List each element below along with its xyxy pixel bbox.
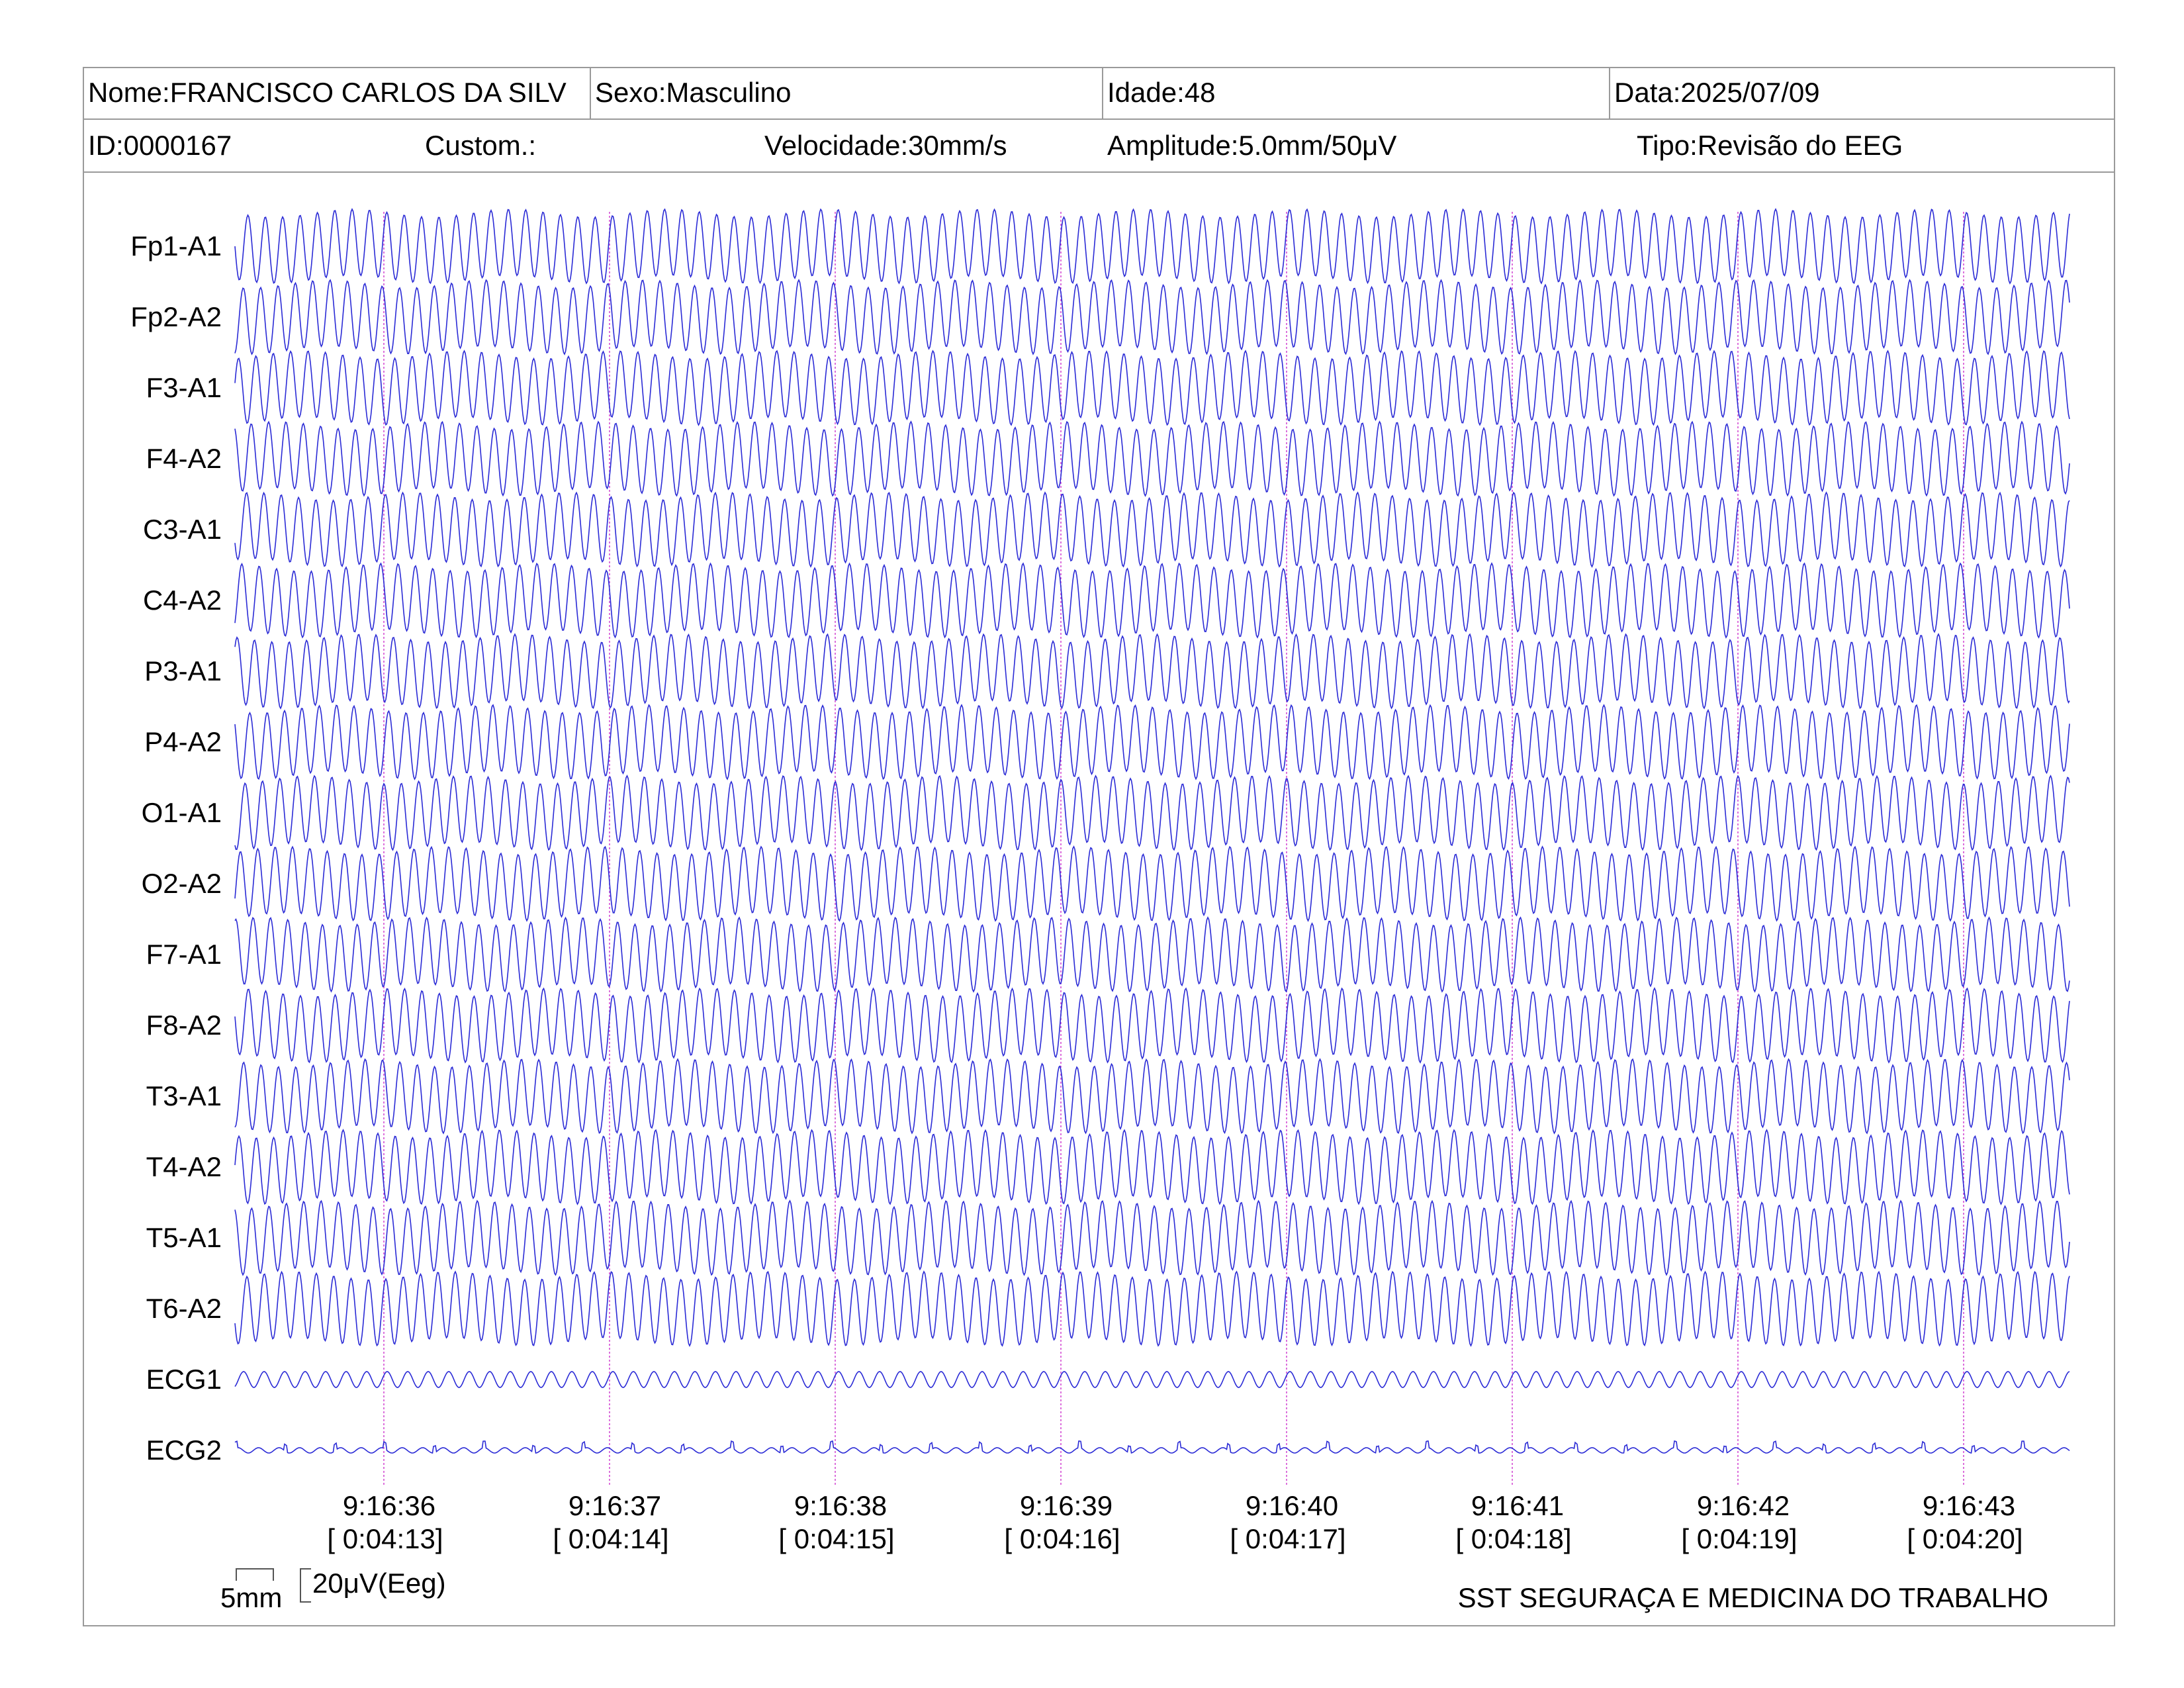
marker-elapsed: [ 0:04:17] [1230, 1523, 1346, 1554]
trace-p4-a2 [234, 704, 2070, 780]
channel-label: T6-A2 [146, 1293, 222, 1324]
channel-label: T4-A2 [146, 1151, 222, 1182]
trace-c4-a2 [234, 562, 2070, 639]
amplitude-setting: Amplitude:5.0mm/50μV [1107, 130, 1397, 161]
speed-setting: Velocidade:30mm/s [764, 130, 1007, 161]
trace-f4-a2 [234, 420, 2070, 497]
marker-elapsed: [ 0:04:19] [1681, 1523, 1797, 1554]
channel-label: F4-A2 [146, 443, 222, 474]
time-scale-label: 5mm [220, 1582, 283, 1613]
header-divider [590, 67, 591, 118]
channel-label: T3-A1 [146, 1080, 222, 1111]
marker-time: 9:16:38 [794, 1490, 887, 1521]
channel-label: C4-A2 [142, 585, 222, 616]
trace-ecg2 [234, 1440, 2070, 1454]
trace-o1-a1 [234, 774, 2070, 851]
marker-elapsed: [ 0:04:18] [1455, 1523, 1572, 1554]
header-row-recording: ID:0000167 Custom.: Velocidade:30mm/s Am… [83, 120, 2115, 173]
marker-elapsed: [ 0:04:15] [778, 1523, 895, 1554]
trace-f8-a2 [234, 987, 2070, 1064]
trace-t3-a1 [234, 1058, 2070, 1135]
channel-label: O1-A1 [141, 797, 222, 828]
channel-label: Fp2-A2 [130, 301, 222, 332]
marker-elapsed: [ 0:04:16] [1004, 1523, 1120, 1554]
trace-fp1-a1 [234, 208, 2070, 285]
marker-time: 9:16:39 [1019, 1490, 1113, 1521]
patient-age: Idade:48 [1107, 77, 1216, 108]
channel-label: ECG2 [146, 1434, 222, 1466]
trace-t4-a2 [234, 1129, 2070, 1205]
header-divider [1102, 67, 1103, 118]
marker-time: 9:16:40 [1245, 1490, 1339, 1521]
marker-time: 9:16:41 [1471, 1490, 1565, 1521]
report-frame [83, 67, 2115, 1626]
channel-label: C3-A1 [142, 514, 222, 545]
trace-o2-a2 [234, 845, 2070, 922]
channel-label: O2-A2 [141, 868, 222, 899]
marker-elapsed: [ 0:04:14] [553, 1523, 669, 1554]
amplitude-scale-bracket [300, 1568, 311, 1603]
trace-fp2-a2 [234, 279, 2070, 355]
trace-t6-a2 [234, 1270, 2070, 1347]
custom-field: Custom.: [425, 130, 537, 161]
channel-label: P4-A2 [144, 726, 222, 757]
channel-label: F7-A1 [146, 939, 222, 970]
trace-f7-a1 [234, 916, 2070, 993]
channel-label: P3-A1 [144, 655, 222, 686]
header-row-patient: Nome:FRANCISCO CARLOS DA SILV Sexo:Mascu… [83, 67, 2115, 120]
channel-label: ECG1 [146, 1364, 222, 1395]
trace-ecg1 [234, 1371, 2070, 1388]
trace-c3-a1 [234, 491, 2070, 568]
channel-label: T5-A1 [146, 1222, 222, 1253]
header-divider [1609, 67, 1610, 118]
marker-elapsed: [ 0:04:20] [1907, 1523, 2023, 1554]
clinic-name: SST SEGURAÇA E MEDICINA DO TRABALHO [1457, 1582, 2048, 1613]
trace-f3-a1 [234, 350, 2070, 426]
trace-p3-a1 [234, 633, 2070, 710]
record-date: Data:2025/07/09 [1614, 77, 1820, 108]
marker-time: 9:16:42 [1696, 1490, 1790, 1521]
marker-time: 9:16:36 [342, 1490, 436, 1521]
marker-time: 9:16:37 [568, 1490, 662, 1521]
trace-t5-a1 [234, 1199, 2070, 1276]
patient-sex: Sexo:Masculino [595, 77, 792, 108]
review-type: Tipo:Revisão do EEG [1637, 130, 1903, 161]
channel-label: F3-A1 [146, 372, 222, 403]
marker-elapsed: [ 0:04:13] [327, 1523, 443, 1554]
channel-label: F8-A2 [146, 1009, 222, 1041]
patient-id: ID:0000167 [88, 130, 232, 161]
channel-label: Fp1-A1 [130, 230, 222, 261]
patient-name: Nome:FRANCISCO CARLOS DA SILV [88, 77, 567, 108]
marker-time: 9:16:43 [1922, 1490, 2016, 1521]
time-scale-bracket [236, 1568, 274, 1581]
amplitude-scale-label: 20μV(Eeg) [312, 1568, 446, 1599]
